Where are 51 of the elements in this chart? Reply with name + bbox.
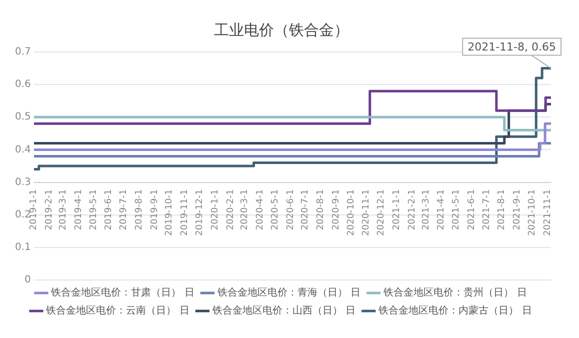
x-tick-label: 2019-10-1 <box>164 189 175 236</box>
y-tick-label: 0 <box>24 274 31 286</box>
x-tick-label: 2020-7-1 <box>300 189 311 230</box>
x-tick-label: 2021-1-1 <box>392 189 402 230</box>
legend-label: 铁合金地区电价：内蒙古（日） 日 <box>378 304 532 317</box>
x-tick-label: 2019-7-1 <box>119 189 130 230</box>
x-tick-label: 2021-3-1 <box>421 189 432 230</box>
x-tick-label: 2021-7-1 <box>482 189 492 230</box>
y-tick-label: 0.6 <box>14 79 31 90</box>
legend-label: 铁合金地区电价：甘肃（日） 日 <box>50 286 194 299</box>
x-tick-label: 2020-1-1 <box>210 189 220 230</box>
x-tick-label: 2020-2-1 <box>226 189 236 230</box>
x-tick-label: 2020-5-1 <box>270 189 280 230</box>
x-tick-label: 2019-1-1 <box>29 189 40 230</box>
y-tick-label: 0.1 <box>14 242 31 254</box>
x-tick-label: 2019-12-1 <box>194 189 205 236</box>
x-tick-label: 2021-6-1 <box>466 189 477 230</box>
x-tick-label: 2019-4-1 <box>74 189 84 230</box>
x-tick-label: 2019-6-1 <box>104 189 114 230</box>
x-tick-label: 2020-9-1 <box>331 189 342 230</box>
annotation: 2021-11-8, 0.65 <box>468 40 556 54</box>
legend-label: 铁合金地区电价：贵州（日） 日 <box>382 286 527 299</box>
legend-label: 铁合金地区电价：青海（日） 日 <box>216 286 361 299</box>
legend-label: 铁合金地区电价：山西（日） 日 <box>211 304 356 317</box>
x-tick-label: 2021-4-1 <box>436 189 447 230</box>
y-tick-label: 0.7 <box>14 46 31 58</box>
x-tick-label: 2019-2-1 <box>44 189 55 230</box>
x-tick-label: 2019-3-1 <box>58 189 69 230</box>
x-tick-label: 2021-9-1 <box>512 189 523 230</box>
x-tick-label: 2021-11-1 <box>542 189 553 236</box>
x-tick-label: 2020-11-1 <box>362 189 372 236</box>
legend-label: 铁合金地区电价：云南（日） 日 <box>45 304 190 317</box>
x-tick-label: 2020-6-1 <box>286 189 296 230</box>
x-tick-label: 2019-5-1 <box>88 189 99 230</box>
x-tick-label: 2021-5-1 <box>452 189 462 230</box>
x-tick-label: 2020-10-1 <box>346 189 356 236</box>
x-tick-label: 2020-4-1 <box>256 189 266 230</box>
y-tick-label: 0.5 <box>14 112 31 123</box>
x-tick-label: 2020-3-1 <box>240 189 250 230</box>
x-tick-label: 2021-2-1 <box>407 189 418 230</box>
y-tick-label: 0.4 <box>14 144 31 156</box>
y-tick-label: 0.3 <box>14 176 31 188</box>
x-tick-label: 2020-8-1 <box>316 189 326 230</box>
y-tick-label: 0.2 <box>14 209 31 220</box>
x-tick-label: 2019-11-1 <box>180 189 190 236</box>
x-tick-label: 2019-9-1 <box>150 189 160 230</box>
chart-title: 工业电价（铁合金） <box>214 20 349 39</box>
x-tick-label: 2019-8-1 <box>134 189 144 230</box>
x-tick-label: 2020-12-1 <box>376 189 387 236</box>
x-tick-label: 2021-10-1 <box>527 189 538 236</box>
x-tick-label: 2021-8-1 <box>497 189 508 230</box>
